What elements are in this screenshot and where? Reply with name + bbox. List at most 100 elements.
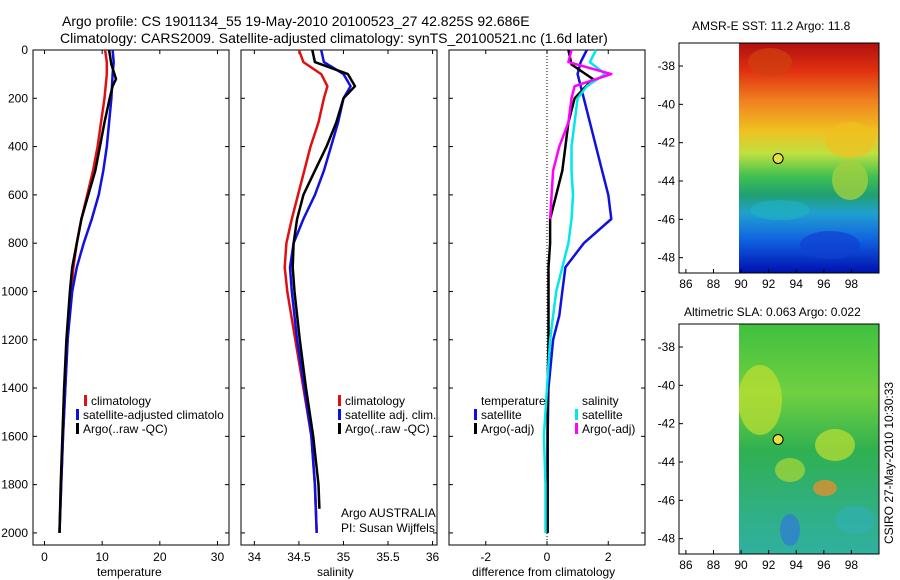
- sla-patch: [835, 506, 875, 534]
- figure-title-line2: Climatology: CARS2009. Satellite-adjuste…: [60, 30, 608, 46]
- x-tick-label: 2: [605, 550, 612, 564]
- depth-tick-label: 1600: [1, 429, 28, 443]
- depth-tick-label: 200: [8, 91, 28, 105]
- argo-program-label: Argo AUSTRALIA: [341, 506, 436, 520]
- map-x-tick-label: 90: [734, 277, 748, 291]
- legend-sal-satellite: satellite: [582, 408, 623, 422]
- map-x-tick-label: 88: [707, 558, 721, 572]
- legend-swatch-sal-satellite: [575, 409, 578, 420]
- map-y-tick-label: -38: [658, 59, 676, 73]
- x-tick-label: 0: [544, 550, 551, 564]
- map-x-tick-label: 92: [762, 277, 776, 291]
- argo-pi-label: PI: Susan Wijffels: [341, 521, 435, 535]
- salinity-legend: climatology satellite adj. clim. Argo(..…: [338, 394, 436, 436]
- map-x-tick-label: 88: [707, 277, 721, 291]
- x-tick-label: 34: [248, 550, 262, 564]
- sst-patch: [750, 200, 810, 220]
- figure-title-line1: Argo profile: CS 1901134_55 19-May-2010 …: [62, 13, 530, 29]
- map-y-tick-label: -38: [658, 340, 676, 354]
- legend-swatch-temp-argo: [474, 423, 477, 434]
- temperature-xlabel: temperature: [97, 565, 162, 579]
- depth-tick-label: 600: [8, 188, 28, 202]
- depth-tick-label: 1200: [1, 333, 28, 347]
- x-tick-label: 0: [41, 550, 48, 564]
- sst-patch: [800, 231, 860, 259]
- map-y-tick-label: -40: [658, 378, 676, 392]
- legend-climatology: climatology: [345, 394, 405, 408]
- map-y-tick-label: -42: [658, 136, 676, 150]
- sst-map-axes: [678, 42, 880, 274]
- series-line-satellite-adj-clim-: [288, 49, 352, 533]
- x-axes: 0 10 20 30 34 34.5 35 35.5 36 -2 0 2: [41, 50, 612, 564]
- profile-lines: [58, 49, 613, 533]
- legend-swatch-argo: [76, 423, 79, 434]
- x-tick-label: -2: [480, 550, 491, 564]
- depth-tick-label: 2000: [1, 526, 28, 540]
- depth-tick-label: 800: [8, 236, 28, 250]
- x-tick-label: 10: [95, 550, 109, 564]
- legend-satellite-adj: satellite adj. clim.: [345, 408, 436, 422]
- sla-cool-patch: [780, 514, 800, 546]
- temperature-legend: climatology satellite-adjusted climatolo…: [76, 394, 224, 436]
- legend-salinity-header: salinity: [582, 394, 619, 408]
- depth-tick-label: 0: [21, 43, 28, 57]
- sst-warm-patch: [748, 48, 792, 76]
- map-x-tick-label: 92: [762, 558, 776, 572]
- legend-swatch-sal-argo: [575, 423, 578, 434]
- depth-tick-label: 1400: [1, 381, 28, 395]
- map-x-tick-label: 96: [817, 277, 831, 291]
- sla-patch: [775, 458, 805, 482]
- sla-argo-marker: [772, 434, 784, 445]
- sst-heatmap: [739, 43, 879, 273]
- sla-patch: [815, 429, 855, 461]
- depth-tick-label: 1000: [1, 284, 28, 298]
- sla-warm-patch: [813, 480, 837, 496]
- legend-swatch-argo: [338, 423, 341, 434]
- map-y-tick-label: -46: [658, 212, 676, 226]
- depth-tick-label: 1800: [1, 478, 28, 492]
- legend-swatch-climatology: [84, 395, 87, 406]
- series-line-salinity-argo: [548, 49, 613, 220]
- map-x-tick-label: 98: [845, 558, 859, 572]
- salinity-axes: [240, 49, 438, 546]
- sla-map-axes: [678, 323, 880, 555]
- sla-heatmap: [739, 324, 879, 554]
- sla-map-title: Altimetric SLA: 0.063 Argo: 0.022: [684, 305, 861, 319]
- sst-patch: [825, 122, 875, 158]
- map-x-tick-label: 94: [790, 558, 804, 572]
- legend-temp-satellite: satellite: [481, 408, 522, 422]
- legend-swatch-temp-satellite: [474, 409, 477, 420]
- map-y-tick-label: -40: [658, 97, 676, 111]
- side-timestamp-label: CSIRO 27-May-2010 10:30:33: [882, 382, 896, 544]
- legend-satellite-adjusted: satellite-adjusted climatolo: [83, 408, 224, 422]
- difference-xlabel: difference from climatology: [472, 565, 615, 579]
- map-x-tick-label: 98: [845, 277, 859, 291]
- map-y-tick-label: -44: [658, 455, 676, 469]
- sst-argo-marker: [772, 153, 784, 164]
- series-line-climatology: [58, 49, 109, 533]
- depth-axis: 0 200 400 600 800 1000 1200 1400 1600 1800 2000: [1, 43, 645, 540]
- legend-climatology: climatology: [91, 394, 151, 408]
- series-line-salinity-satellite: [542, 49, 607, 533]
- sst-patch: [832, 160, 868, 200]
- temperature-axes: [32, 49, 230, 546]
- legend-swatch-satellite: [338, 409, 341, 420]
- x-tick-label: 20: [153, 550, 167, 564]
- map-y-tick-label: -42: [658, 417, 676, 431]
- series-line-temperature-argo: [546, 49, 595, 533]
- legend-swatch-climatology: [338, 395, 341, 406]
- x-tick-label: 36: [426, 550, 440, 564]
- depth-tick-label: 400: [8, 140, 28, 154]
- map-y-tick-label: -48: [658, 251, 676, 265]
- series-line-argo: [58, 49, 118, 533]
- legend-argo: Argo(..raw -QC): [345, 422, 430, 436]
- map-x-tick-label: 86: [679, 558, 693, 572]
- legend-swatch-satellite: [76, 409, 79, 420]
- map-x-tick-label: 90: [734, 558, 748, 572]
- map-x-tick-label: 96: [817, 558, 831, 572]
- legend-argo: Argo(..raw -QC): [83, 422, 168, 436]
- sla-patch: [739, 365, 782, 435]
- map-y-tick-label: -46: [658, 493, 676, 507]
